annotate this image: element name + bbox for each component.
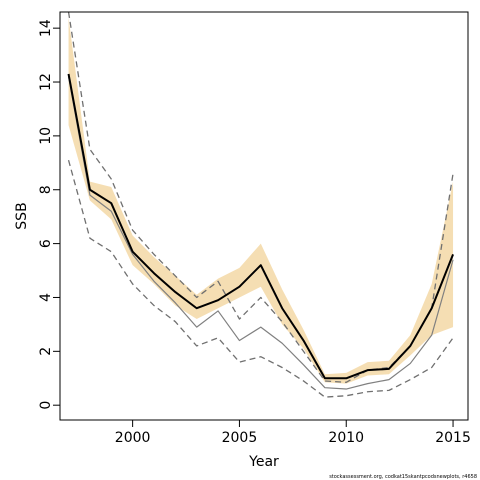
confidence-band-layer [68, 17, 454, 384]
y-tick-label: 12 [38, 73, 54, 91]
y-axis-label: SSB [14, 202, 30, 229]
series-layer [67, 11, 454, 398]
confidence-band [68, 17, 454, 384]
y-tick-label: 10 [38, 127, 54, 145]
x-tick-label: 2010 [328, 430, 364, 446]
y-axis: 0 2 4 6 8 10 12 14 [38, 19, 61, 410]
y-tick-label: 4 [38, 293, 54, 302]
y-tick-label: 6 [38, 239, 54, 248]
x-tick-label: 2005 [222, 430, 258, 446]
x-tick-label: 2015 [435, 430, 471, 446]
y-tick-label: 0 [38, 401, 54, 410]
series-line-comparison [67, 76, 454, 390]
chart-caption: stockassessment.org, codkat15skantpcodsn… [329, 474, 477, 480]
y-tick-label: 14 [38, 19, 54, 37]
y-tick-label: 2 [38, 347, 54, 356]
series-line-dashed-bound-2 [67, 159, 454, 398]
series-line-dashed-bound-3 [67, 11, 454, 383]
x-axis-label: Year [248, 454, 279, 470]
x-axis: 2000 2005 2010 2015 [115, 419, 471, 446]
series-line-estimate [67, 73, 454, 380]
y-tick-label: 8 [38, 185, 54, 194]
x-tick-label: 2000 [115, 430, 151, 446]
